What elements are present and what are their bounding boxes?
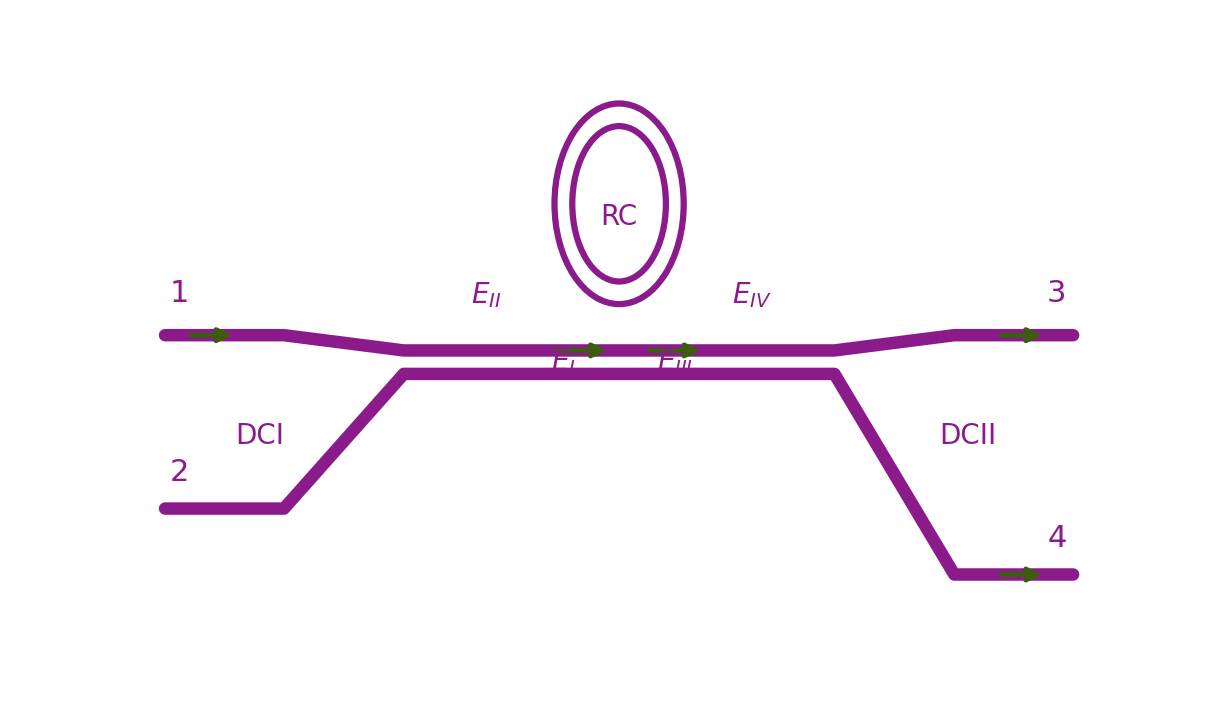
Text: $E_{II}$: $E_{II}$	[471, 280, 501, 309]
Text: DCII: DCII	[940, 422, 997, 450]
Text: RC: RC	[600, 203, 638, 232]
Text: 2: 2	[169, 458, 190, 486]
Text: $E_{I}$: $E_{I}$	[551, 347, 575, 377]
Text: DCI: DCI	[236, 422, 284, 450]
Text: 4: 4	[1047, 524, 1067, 553]
Text: $E_{IV}$: $E_{IV}$	[732, 280, 772, 309]
Text: $E_{III}$: $E_{III}$	[657, 347, 693, 377]
Text: 1: 1	[169, 279, 190, 308]
Text: 3: 3	[1047, 279, 1067, 308]
